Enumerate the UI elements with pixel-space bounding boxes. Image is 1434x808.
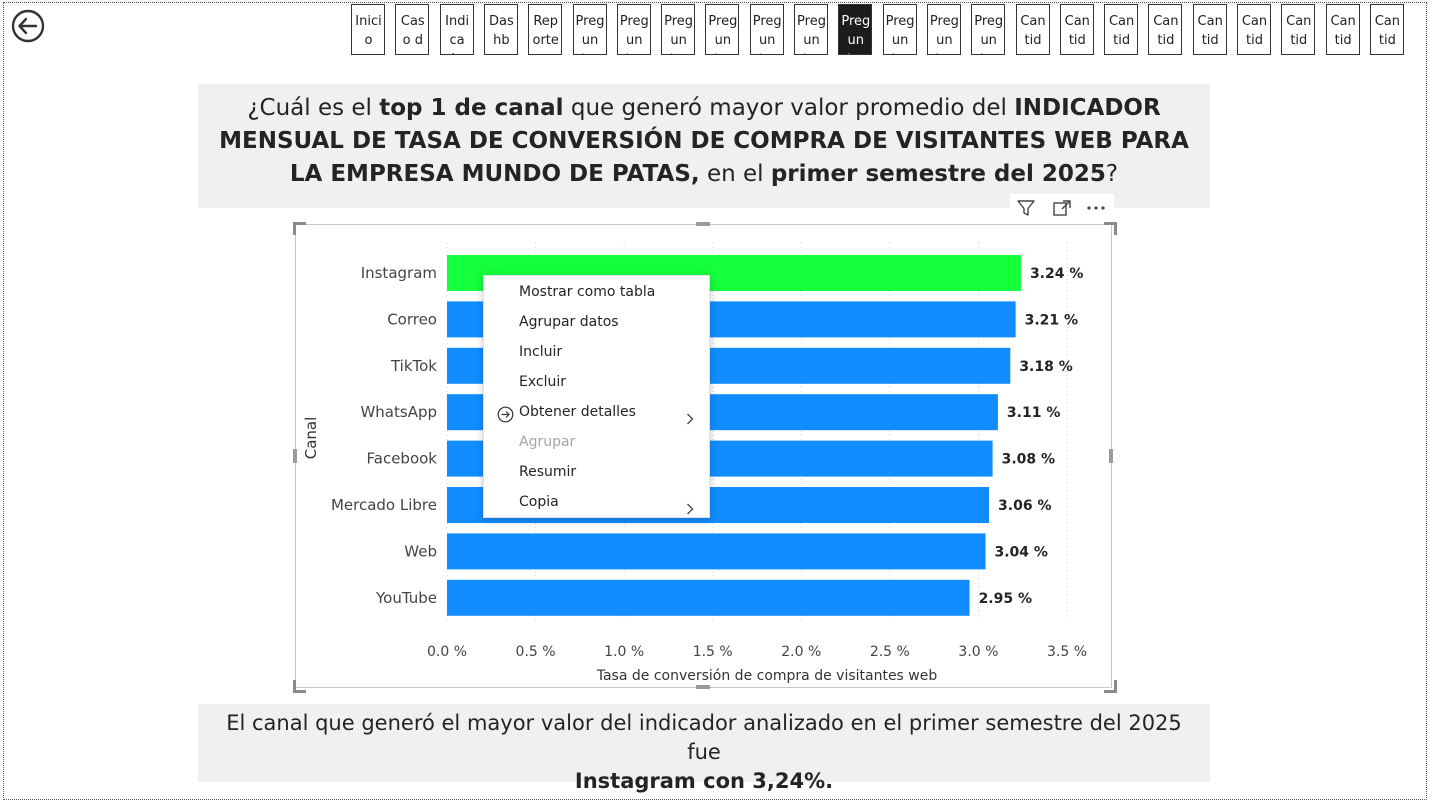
data-label: 3.24 % (1030, 266, 1083, 282)
nav-button[interactable]: Pregunt... (616, 4, 651, 55)
resize-corner-handle[interactable] (1104, 222, 1117, 235)
context-menu-item-label: Incluir (519, 344, 563, 360)
resize-edge-handle[interactable] (696, 222, 710, 226)
nav-button[interactable]: Pregunt... (926, 4, 961, 55)
answer-line-1: El canal que generó el mayor valor del i… (226, 711, 1182, 764)
x-tick-label: 3.5 % (1047, 644, 1087, 660)
nav-button[interactable]: Cantida... (1148, 4, 1183, 55)
nav-button[interactable]: Inicio (351, 4, 385, 55)
context-menu-item[interactable]: Mostrar como tabla (484, 277, 709, 307)
nav-button[interactable]: Cantida... (1325, 4, 1360, 55)
data-label: 3.21 % (1025, 312, 1078, 328)
question-emphasis: primer semestre del 2025 (770, 161, 1106, 187)
bar[interactable] (447, 533, 986, 570)
category-label: WhatsApp (360, 403, 437, 421)
context-menu-item-label: Agrupar datos (519, 314, 619, 330)
more-options-icon[interactable] (1084, 197, 1108, 219)
nav-button[interactable]: Reporte (528, 4, 563, 55)
circle-arrow-left-icon (11, 9, 45, 43)
x-tick-label: 0.0 % (427, 644, 467, 660)
x-tick-label: 3.0 % (958, 644, 998, 660)
visual-header-toolbar (1010, 194, 1114, 222)
x-tick-label: 2.0 % (781, 644, 821, 660)
circle-arrow-right-icon (497, 404, 514, 423)
context-menu-item[interactable]: Excluir (484, 367, 709, 397)
question-text: ¿Cuál es el top 1 de canal que generó ma… (198, 84, 1210, 208)
nav-button[interactable]: Pregunt... (794, 4, 828, 55)
nav-button[interactable]: Dashbo... (483, 4, 518, 55)
nav-button[interactable]: Cantida... (1015, 4, 1050, 55)
nav-button[interactable]: Cantida... (1059, 4, 1094, 55)
context-menu-item[interactable]: Agrupar datos (484, 307, 709, 337)
category-label: Facebook (367, 450, 438, 468)
category-label: Instagram (361, 264, 437, 282)
resize-edge-handle[interactable] (293, 449, 297, 463)
chevron-right-icon (684, 406, 696, 425)
nav-button[interactable]: Cantida... (1104, 4, 1139, 55)
chevron-right-icon (684, 496, 696, 515)
nav-button[interactable]: Pregunt... (971, 4, 1006, 55)
question-part: que generó mayor valor promedio del (563, 95, 1015, 121)
category-label: Mercado Libre (331, 496, 437, 514)
context-menu-item[interactable]: Resumir (484, 457, 709, 487)
back-button[interactable] (10, 8, 46, 44)
category-label: YouTube (375, 589, 437, 607)
data-label: 3.04 % (995, 544, 1048, 560)
context-menu-item[interactable]: Obtener detalles (484, 397, 709, 427)
filter-icon[interactable] (1014, 197, 1038, 219)
y-axis-title: Canal (302, 417, 320, 460)
category-label: Correo (387, 310, 437, 328)
data-label: 3.06 % (998, 498, 1051, 514)
question-part: ¿Cuál es el (247, 95, 380, 121)
context-menu-item-label: Copia (519, 494, 559, 510)
x-tick-label: 2.5 % (870, 644, 910, 660)
resize-corner-handle[interactable] (1104, 680, 1117, 693)
resize-corner-handle[interactable] (293, 222, 306, 235)
question-emphasis: top 1 de canal (379, 95, 564, 121)
data-label: 2.95 % (979, 591, 1032, 607)
nav-button[interactable]: Pregunt... (749, 4, 784, 55)
answer-line-2: Instagram con 3,24%. (574, 769, 834, 793)
nav-button[interactable]: Cantida... (1281, 4, 1316, 55)
answer-text: El canal que generó el mayor valor del i… (198, 704, 1210, 793)
focus-mode-icon[interactable] (1050, 197, 1074, 219)
context-menu-item-label: Mostrar como tabla (519, 284, 656, 300)
top-shade (4, 0, 1428, 6)
nav-button[interactable]: Pregunt... (705, 4, 740, 55)
question-emphasis: INDICADOR MENSUAL DE TASA DE CONVERSIÓN … (219, 95, 1189, 187)
data-label: 3.18 % (1019, 359, 1072, 375)
nav-button[interactable]: Pregunt... (838, 4, 873, 55)
nav-button[interactable]: Cantida... (1369, 4, 1404, 55)
nav-button[interactable]: Pregunt... (572, 4, 607, 55)
nav-button[interactable]: Pregunt... (882, 4, 917, 55)
context-menu-item-label: Obtener detalles (519, 404, 636, 420)
nav-button[interactable]: Cantida... (1237, 4, 1271, 55)
context-menu-item-label: Resumir (519, 464, 577, 480)
data-label: 3.11 % (1007, 405, 1060, 421)
data-label: 3.08 % (1002, 452, 1055, 468)
resize-edge-handle[interactable] (696, 685, 710, 689)
x-tick-label: 0.5 % (516, 644, 556, 660)
bar[interactable] (447, 579, 970, 616)
context-menu-item[interactable]: Copia (484, 487, 709, 517)
nav-button[interactable]: Cantida... (1192, 4, 1227, 55)
question-part: ? (1105, 161, 1119, 187)
resize-edge-handle[interactable] (1109, 449, 1113, 463)
question-part: en el (699, 161, 771, 187)
nav-button[interactable]: Indicad... (439, 4, 474, 55)
context-menu: Mostrar como tabla Agrupar datos Incluir Ex… (483, 275, 710, 518)
context-menu-item[interactable]: Incluir (484, 337, 709, 367)
report-page-frame (3, 2, 1427, 800)
x-axis-title: Tasa de conversión de compra de visitant… (596, 668, 938, 684)
x-tick-label: 1.0 % (604, 644, 644, 660)
nav-button[interactable]: Caso de... (395, 4, 430, 55)
context-menu-item-label: Excluir (519, 374, 566, 390)
category-label: TikTok (390, 357, 437, 375)
context-menu-item: Agrupar (484, 427, 709, 457)
resize-corner-handle[interactable] (293, 680, 306, 693)
category-label: Web (404, 542, 437, 560)
x-tick-label: 1.5 % (693, 644, 733, 660)
nav-button[interactable]: Pregunt... (661, 4, 696, 55)
context-menu-item-label: Agrupar (519, 434, 576, 450)
